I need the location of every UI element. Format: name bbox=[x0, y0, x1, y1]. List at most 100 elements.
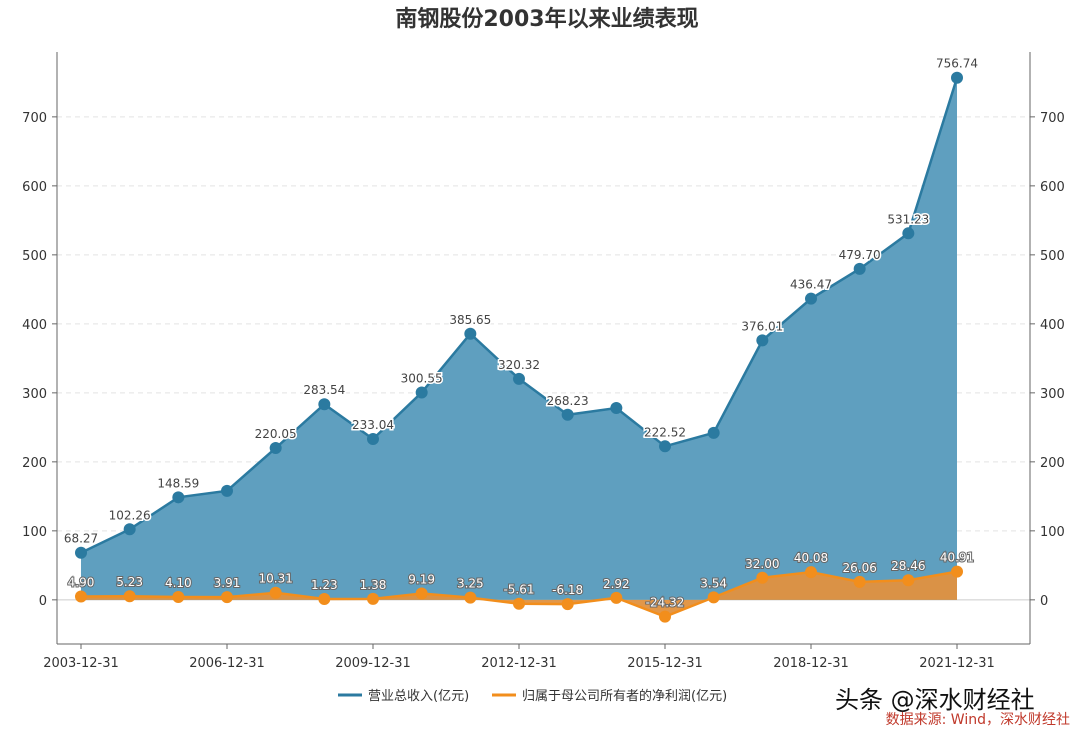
data-label: 3.25 bbox=[457, 577, 484, 591]
data-point bbox=[853, 575, 866, 588]
x-tick-label: 2006-12-31 bbox=[189, 656, 265, 671]
data-label: 376.01 bbox=[741, 319, 783, 333]
data-label: 268.23 bbox=[547, 394, 589, 408]
y-tick-label-right: 400 bbox=[1040, 318, 1065, 333]
data-point bbox=[610, 402, 623, 415]
data-label: 3.54 bbox=[700, 576, 727, 590]
data-point bbox=[951, 71, 963, 84]
data-label: 233.04 bbox=[352, 418, 394, 432]
data-point bbox=[756, 334, 769, 347]
data-label: 68.27 bbox=[64, 532, 98, 546]
data-point bbox=[805, 566, 817, 579]
x-tick-label: 2018-12-31 bbox=[773, 656, 849, 671]
data-label: 283.54 bbox=[303, 383, 345, 397]
y-tick-label-right: 300 bbox=[1040, 387, 1065, 402]
data-label: 40.91 bbox=[940, 551, 974, 565]
area-1 bbox=[81, 571, 957, 617]
data-point bbox=[123, 590, 136, 603]
data-point bbox=[513, 597, 525, 610]
data-label: 28.46 bbox=[891, 559, 925, 573]
y-tick-label-right: 600 bbox=[1040, 180, 1065, 195]
x-tick-label: 2012-12-31 bbox=[481, 656, 557, 671]
data-point bbox=[902, 227, 915, 240]
y-tick-label-left: 600 bbox=[22, 180, 47, 195]
y-tick-label-right: 700 bbox=[1040, 111, 1065, 126]
x-tick-label: 2009-12-31 bbox=[335, 656, 411, 671]
data-label: 40.08 bbox=[794, 551, 828, 565]
data-point bbox=[513, 372, 525, 385]
x-tick-label: 2021-12-31 bbox=[919, 656, 995, 671]
data-label: 479.70 bbox=[839, 248, 881, 262]
data-point bbox=[75, 590, 87, 603]
data-label: -24.32 bbox=[646, 596, 685, 610]
data-point bbox=[221, 484, 233, 497]
data-point bbox=[367, 592, 379, 605]
data-label: 4.90 bbox=[68, 575, 95, 589]
data-point bbox=[659, 440, 671, 453]
y-tick-label-right: 200 bbox=[1040, 456, 1065, 471]
data-point bbox=[561, 408, 574, 421]
y-tick-label-left: 700 bbox=[22, 111, 47, 126]
data-point bbox=[75, 546, 87, 559]
data-label: 1.23 bbox=[311, 578, 338, 592]
data-point bbox=[367, 433, 379, 446]
data-point bbox=[318, 592, 331, 605]
data-label: 2.92 bbox=[603, 577, 630, 591]
data-label: 436.47 bbox=[790, 278, 832, 292]
y-tick-label-left: 500 bbox=[22, 249, 47, 264]
data-point bbox=[853, 262, 866, 275]
y-tick-label-left: 200 bbox=[22, 456, 47, 471]
data-label: 9.19 bbox=[408, 573, 435, 587]
data-point bbox=[561, 598, 574, 611]
data-label: 1.38 bbox=[360, 578, 387, 592]
data-label: 3.91 bbox=[214, 576, 241, 590]
x-tick-label: 2003-12-31 bbox=[43, 656, 119, 671]
y-tick-label-right: 100 bbox=[1040, 525, 1065, 540]
data-point bbox=[269, 586, 282, 599]
y-tick-label-left: 100 bbox=[22, 525, 47, 540]
area-0 bbox=[81, 77, 957, 600]
legend-label: 营业总收入(亿元) bbox=[368, 689, 469, 704]
data-label: 756.74 bbox=[936, 57, 978, 71]
data-label: 148.59 bbox=[157, 476, 199, 490]
data-label: 5.23 bbox=[116, 575, 143, 589]
legend-label: 归属于母公司所有者的净利润(亿元) bbox=[522, 688, 727, 704]
watermark: 头条 @深水财经社 bbox=[835, 686, 1035, 714]
data-label: 385.65 bbox=[449, 313, 491, 327]
y-tick-label-left: 400 bbox=[22, 318, 47, 333]
data-label: 26.06 bbox=[842, 561, 876, 575]
data-point bbox=[756, 571, 769, 584]
y-tick-label-right: 500 bbox=[1040, 249, 1065, 264]
data-point bbox=[269, 442, 282, 455]
data-label: 220.05 bbox=[255, 427, 297, 441]
x-tick-label: 2015-12-31 bbox=[627, 656, 703, 671]
data-point bbox=[123, 523, 136, 536]
data-point bbox=[415, 386, 428, 399]
data-point bbox=[172, 591, 185, 604]
data-point bbox=[415, 587, 428, 600]
data-point bbox=[805, 292, 817, 305]
chart-title: 南钢股份2003年以来业绩表现 bbox=[395, 6, 698, 32]
data-point bbox=[610, 591, 623, 604]
data-label: 300.55 bbox=[401, 371, 443, 385]
data-point bbox=[707, 591, 720, 604]
y-tick-label-left: 0 bbox=[39, 594, 47, 609]
data-point bbox=[464, 591, 477, 604]
data-label: -6.18 bbox=[552, 583, 583, 597]
data-point bbox=[464, 327, 477, 340]
data-point bbox=[318, 398, 331, 411]
y-tick-label-right: 0 bbox=[1040, 594, 1048, 609]
data-label: 32.00 bbox=[745, 557, 779, 571]
data-label: 531.23 bbox=[887, 212, 929, 226]
data-point bbox=[659, 610, 671, 623]
data-point bbox=[951, 565, 963, 578]
data-point bbox=[707, 426, 720, 439]
data-point bbox=[172, 491, 185, 504]
y-tick-label-left: 300 bbox=[22, 387, 47, 402]
data-label: 222.52 bbox=[644, 425, 686, 439]
data-point bbox=[221, 591, 233, 604]
data-label: 10.31 bbox=[258, 572, 292, 586]
data-source: 数据来源: Wind，深水财经社 bbox=[886, 712, 1070, 728]
data-label: 102.26 bbox=[109, 508, 151, 522]
